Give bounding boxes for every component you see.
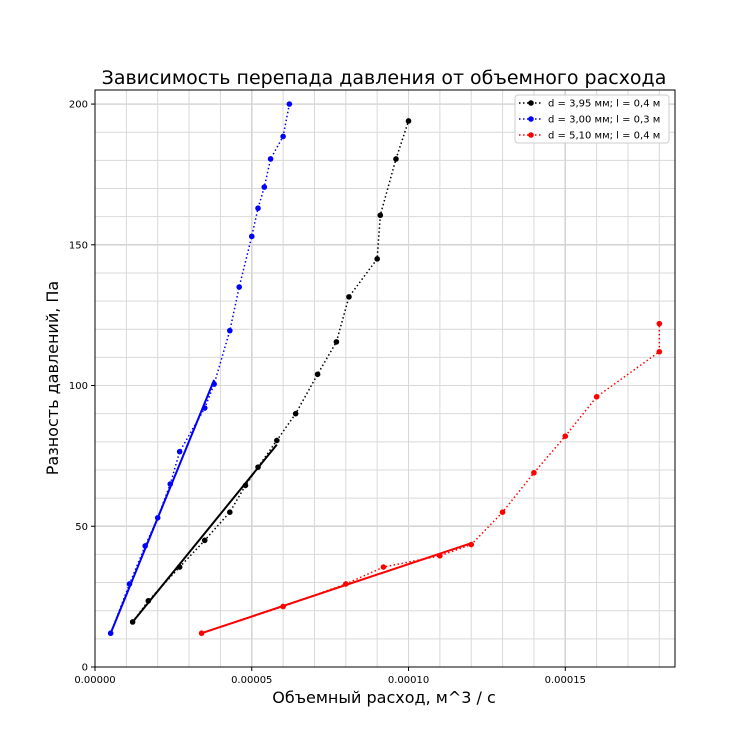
legend-entry: d = 3,00 мм; l = 0,3 м	[548, 115, 660, 126]
x-tick-label: 0.00010	[388, 675, 429, 686]
data-point	[211, 381, 217, 387]
fit-lines	[109, 379, 472, 635]
data-point	[468, 541, 475, 548]
data-point	[280, 133, 286, 140]
data-point	[176, 448, 183, 455]
data-point	[126, 581, 133, 587]
legend-swatch-marker	[528, 100, 534, 106]
x-axis-label: Объемный расход, м^3 / с	[272, 688, 496, 707]
y-axis-label: Разность давлений, Па	[43, 281, 62, 475]
data-point	[227, 509, 233, 515]
y-tick-label: 100	[69, 381, 88, 392]
data-point	[656, 320, 663, 327]
data-point	[227, 327, 233, 334]
data-point	[531, 469, 537, 476]
y-axis-ticks: 0 50 100 150 200	[69, 100, 95, 674]
data-point	[292, 410, 299, 417]
data-point	[405, 118, 412, 124]
data-point	[374, 256, 380, 262]
data-point	[377, 212, 384, 219]
grid-major	[94, 90, 675, 668]
data-point	[236, 284, 243, 290]
data-point	[593, 393, 600, 400]
chart-title: Зависимость перепада давления от объемно…	[102, 67, 667, 89]
data-point	[201, 405, 208, 411]
data-point	[167, 481, 174, 487]
legend-swatch-marker	[528, 132, 534, 138]
x-axis-ticks: 0.00000 0.00005 0.00010 0.00015	[74, 667, 586, 686]
series-line	[109, 103, 291, 634]
data-point	[145, 598, 152, 604]
data-point	[142, 543, 148, 549]
data-point	[380, 564, 387, 570]
data-point	[129, 619, 136, 625]
data-point	[437, 553, 443, 559]
data-point	[286, 101, 293, 107]
data-point	[499, 509, 506, 515]
data-point	[280, 603, 286, 610]
data-point	[176, 564, 183, 570]
series-line	[201, 323, 661, 634]
fit-line	[201, 542, 472, 635]
x-tick-label: 0.00000	[74, 675, 115, 686]
y-tick-label: 50	[75, 522, 88, 533]
data-point	[656, 348, 663, 355]
data-point	[154, 515, 161, 521]
plot-frame	[94, 89, 676, 668]
y-tick-label: 150	[69, 240, 88, 251]
legend: d = 3,95 мм; l = 0,4 м d = 3,00 мм; l = 0…	[514, 94, 670, 144]
legend-entry: d = 3,95 мм; l = 0,4 м	[548, 99, 660, 110]
grid-minor	[94, 90, 675, 668]
data-point	[248, 233, 255, 240]
legend-entry: d = 5,10 мм; l = 0,4 м	[548, 131, 660, 142]
data-point	[346, 294, 352, 300]
y-tick-label: 0	[82, 663, 88, 674]
legend-box	[514, 94, 670, 144]
series-group	[107, 101, 663, 637]
data-point	[314, 371, 321, 378]
data-point	[393, 156, 399, 162]
series-line	[132, 120, 410, 623]
legend-swatch-marker	[528, 116, 534, 122]
fit-line	[131, 444, 278, 623]
data-point	[333, 339, 340, 345]
data-point	[198, 630, 205, 637]
data-point	[267, 156, 274, 162]
x-tick-label: 0.00015	[545, 675, 586, 686]
data-point	[255, 464, 261, 470]
data-point	[107, 630, 114, 637]
data-point	[562, 433, 569, 440]
data-point	[274, 437, 280, 444]
y-tick-label: 200	[69, 100, 88, 111]
data-point	[261, 184, 268, 190]
x-tick-label: 0.00005	[231, 675, 272, 686]
data-point	[201, 537, 208, 544]
data-point	[242, 482, 249, 489]
data-point	[255, 205, 261, 212]
data-point	[343, 581, 349, 587]
